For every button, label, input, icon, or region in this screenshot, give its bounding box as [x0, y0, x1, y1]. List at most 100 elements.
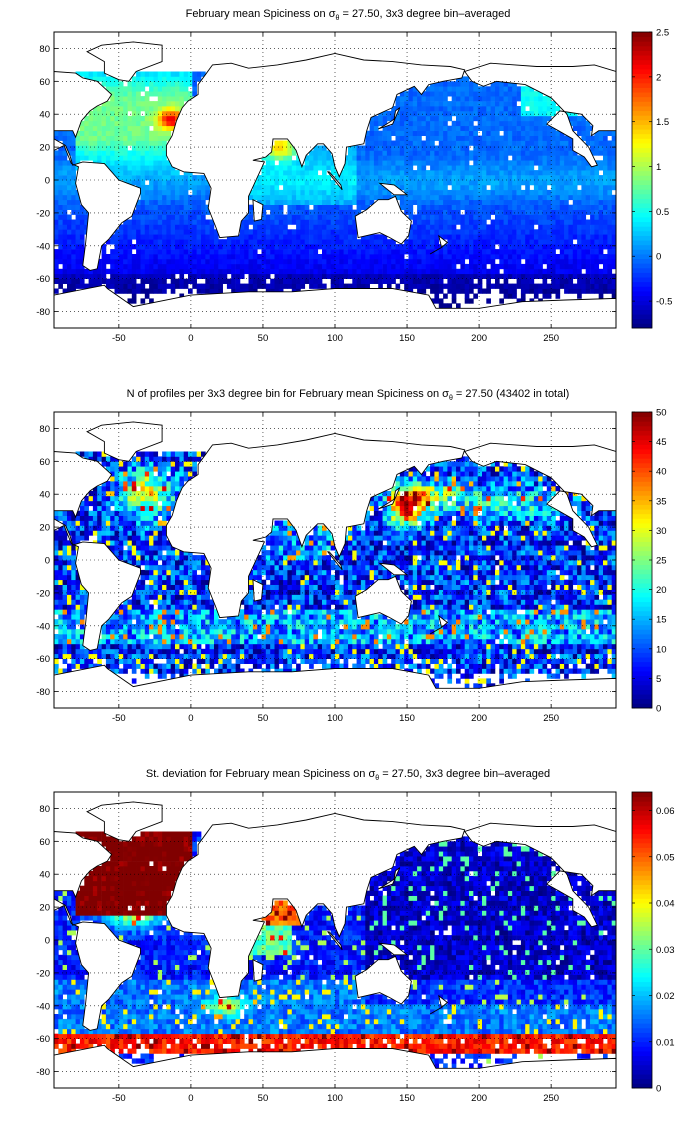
heatmap-cell [443, 283, 448, 289]
heatmap-cell [490, 254, 496, 260]
heatmap-cell [149, 540, 154, 546]
heatmap-cell [512, 239, 517, 245]
heatmap-cell [149, 530, 154, 536]
heatmap-cell [304, 249, 310, 255]
heatmap-cell [447, 125, 453, 131]
heatmap-cell [378, 189, 383, 196]
heatmap-cell [196, 254, 202, 260]
heatmap-cell [136, 106, 141, 112]
heatmap-cell [105, 510, 111, 516]
heatmap-cell [162, 91, 167, 97]
heatmap-cell [114, 96, 120, 102]
heatmap-cell [58, 594, 63, 600]
heatmap-cell [270, 229, 275, 235]
heatmap-cell [568, 150, 574, 156]
heatmap-cell [460, 283, 466, 289]
heatmap-cell [404, 249, 409, 255]
heatmap-cell [365, 249, 370, 255]
heatmap-cell [140, 283, 146, 289]
heatmap-cell [360, 199, 366, 205]
heatmap-cell [118, 520, 124, 526]
heatmap-cell [127, 165, 133, 171]
heatmap-cell [62, 520, 68, 526]
heatmap-cell [386, 150, 392, 156]
heatmap-cell [533, 258, 539, 265]
heatmap-cell [97, 520, 102, 526]
heatmap-cell [79, 624, 85, 630]
heatmap-cell [140, 244, 146, 250]
heatmap-cell [84, 658, 89, 664]
heatmap-cell [339, 204, 344, 210]
heatmap-cell [153, 81, 159, 87]
heatmap-cell [110, 653, 115, 659]
heatmap-cell [352, 170, 357, 176]
heatmap-cell [430, 184, 435, 191]
heatmap-cell [114, 106, 120, 112]
heatmap-cell [360, 278, 366, 284]
heatmap-cell [490, 86, 496, 92]
heatmap-cell [123, 634, 128, 640]
heatmap-cell [568, 219, 574, 225]
heatmap-cell [551, 170, 556, 176]
heatmap-cell [391, 160, 396, 166]
heatmap-cell [261, 194, 267, 201]
heatmap-cell [97, 653, 102, 659]
heatmap-cell [274, 273, 280, 279]
heatmap-cell [166, 175, 172, 181]
heatmap-cell [417, 204, 422, 210]
heatmap-cell [188, 268, 193, 275]
heatmap-cell [529, 96, 535, 102]
x-tick-label: 100 [327, 333, 343, 344]
heatmap-cell [58, 160, 63, 166]
heatmap-cell [97, 106, 102, 112]
heatmap-cell [265, 229, 271, 235]
heatmap-cell [110, 249, 115, 255]
heatmap-cell [486, 135, 491, 141]
heatmap-cell [127, 466, 133, 472]
heatmap-cell [330, 283, 336, 289]
heatmap-cell [607, 258, 613, 265]
heatmap-cell [183, 184, 189, 191]
heatmap-cell [581, 224, 587, 230]
heatmap-cell [339, 229, 344, 235]
heatmap-cell [101, 110, 107, 117]
heatmap-cell [149, 155, 154, 161]
heatmap-cell [166, 76, 172, 82]
heatmap-cell [447, 150, 453, 156]
heatmap-cell [421, 120, 427, 127]
heatmap-cell [434, 135, 440, 141]
heatmap-cell [58, 273, 63, 279]
heatmap-cell [352, 268, 357, 275]
heatmap-cell [611, 278, 617, 284]
heatmap-cell [149, 268, 154, 275]
heatmap-cell [564, 273, 569, 279]
heatmap-cell [291, 239, 297, 245]
heatmap-cell [348, 184, 353, 191]
heatmap-cell [136, 234, 141, 240]
heatmap-cell [421, 199, 427, 205]
heatmap-cell [257, 199, 262, 205]
heatmap-cell [430, 204, 435, 210]
heatmap-cell [54, 263, 59, 270]
heatmap-cell [153, 579, 159, 585]
heatmap-cell [183, 81, 189, 87]
heatmap-cell [507, 283, 513, 289]
heatmap-cell [179, 71, 185, 77]
heatmap-cell [525, 120, 530, 127]
heatmap-cell [581, 209, 587, 215]
heatmap-cell [464, 298, 470, 304]
heatmap-cell [438, 96, 444, 102]
heatmap-cell [88, 155, 94, 161]
heatmap-cell [110, 273, 115, 279]
heatmap-cell [533, 130, 539, 136]
heatmap-cell [581, 175, 587, 181]
heatmap-cell [464, 283, 470, 289]
heatmap-cell [421, 165, 427, 171]
heatmap-cell [67, 555, 72, 561]
heatmap-cell [110, 125, 115, 131]
heatmap-cell [79, 638, 85, 645]
heatmap-cell [140, 574, 146, 581]
heatmap-cell [114, 160, 120, 166]
heatmap-cell [507, 224, 513, 230]
heatmap-cell [564, 258, 569, 265]
